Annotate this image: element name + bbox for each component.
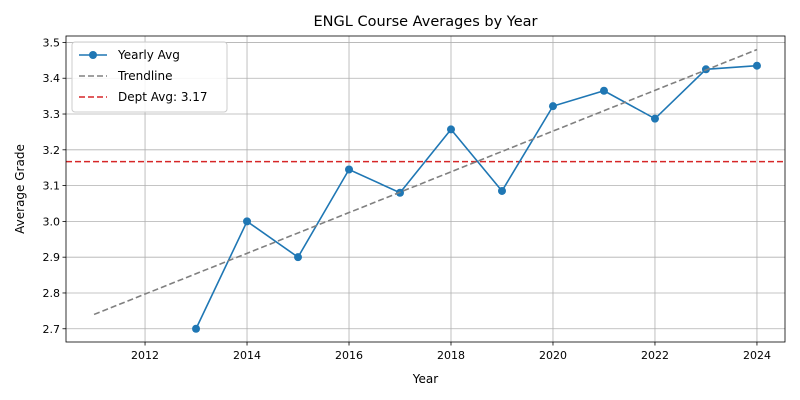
y-tick-label: 3.1 (43, 180, 61, 193)
grid (66, 36, 785, 342)
chart-title: ENGL Course Averages by Year (314, 14, 538, 30)
y-tick-label: 3.3 (43, 108, 61, 121)
y-tick-label: 3.0 (43, 215, 61, 228)
y-axis-label: Average Grade (13, 144, 27, 234)
y-tick-label: 3.5 (43, 36, 61, 49)
x-tick-label: 2016 (335, 349, 363, 362)
x-tick-label: 2022 (641, 349, 669, 362)
x-tick-label: 2012 (131, 349, 159, 362)
y-tick-label: 2.8 (43, 287, 61, 300)
series-layer (66, 48, 785, 333)
legend-label: Trendline (117, 69, 173, 83)
data-point (192, 324, 201, 333)
data-point (345, 165, 354, 174)
series-line-trendline (93, 48, 758, 316)
y-tick-label: 2.9 (43, 251, 61, 264)
legend-marker (89, 51, 97, 59)
data-point (243, 217, 252, 226)
legend-label: Yearly Avg (117, 48, 180, 62)
data-point (752, 61, 761, 70)
y-tick-label: 3.4 (43, 72, 61, 85)
y-tick-label: 3.2 (43, 144, 61, 157)
x-axis-label: Year (412, 372, 438, 386)
data-point (497, 186, 506, 195)
data-point (446, 125, 455, 134)
series-line-yearly-avg (195, 64, 758, 330)
data-point (650, 114, 659, 123)
y-tick-label: 2.7 (43, 323, 61, 336)
data-point (548, 102, 557, 111)
data-point (599, 86, 608, 95)
legend-label: Dept Avg: 3.17 (118, 90, 208, 104)
x-tick-label: 2020 (539, 349, 567, 362)
x-tick-label: 2024 (743, 349, 771, 362)
x-tick-label: 2018 (437, 349, 465, 362)
data-point (294, 253, 303, 262)
plot-frame (65, 35, 786, 343)
ticks: 2012 2014 2016 2018 2020 2022 2024 2.7 2.8 2.9 3.0… (43, 36, 771, 362)
legend-box (71, 41, 228, 113)
legend: Yearly Avg Trendline Dept Avg: 3.17 (71, 41, 228, 113)
x-tick-label: 2014 (233, 349, 261, 362)
